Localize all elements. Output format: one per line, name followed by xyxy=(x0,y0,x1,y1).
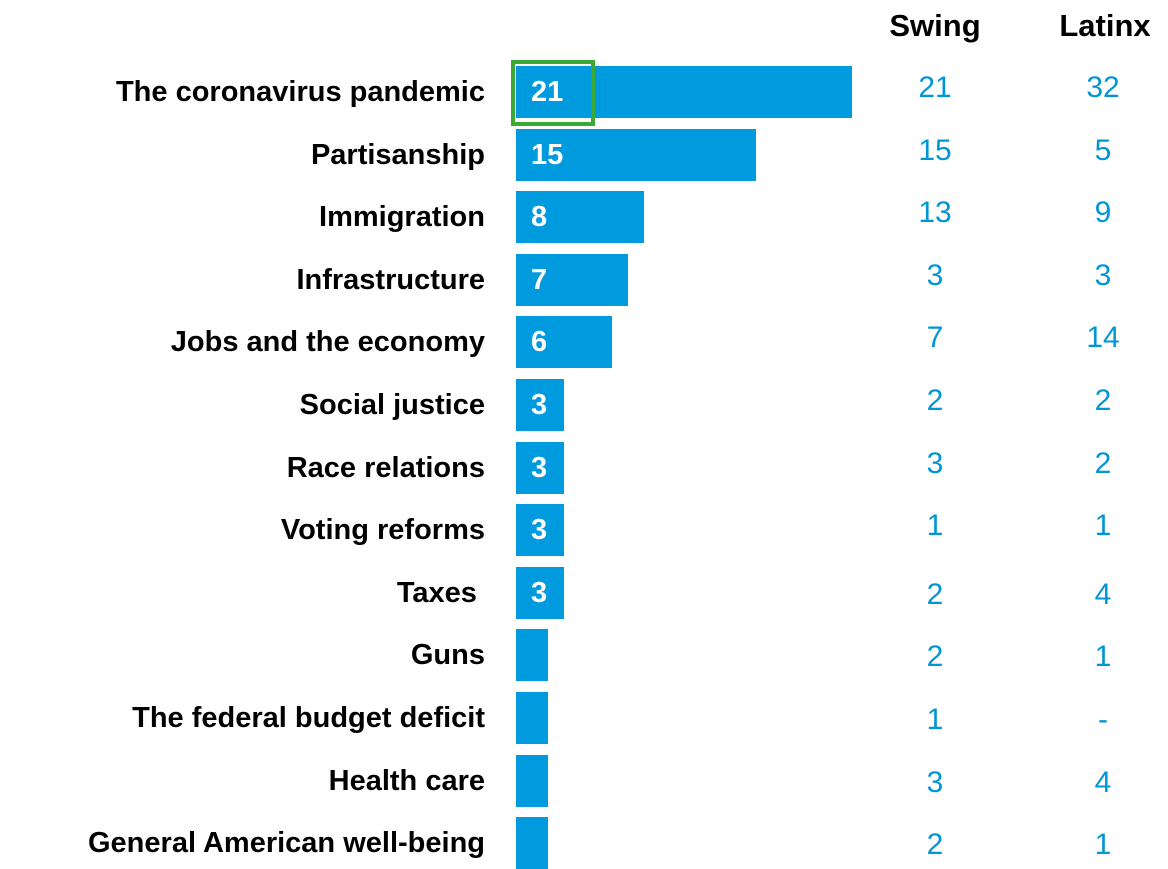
latinx-value: 1 xyxy=(1094,509,1112,543)
bar-value-label: 6 xyxy=(531,326,548,359)
bar xyxy=(516,191,644,244)
swing-value: 2 xyxy=(926,577,944,611)
swing-value: 3 xyxy=(926,258,944,292)
bar xyxy=(516,817,548,869)
swing-value: 1 xyxy=(926,703,944,736)
bar-value-label: 8 xyxy=(531,201,548,234)
category-label: Jobs and the economy xyxy=(170,326,485,359)
latinx-value: 1 xyxy=(1094,828,1112,862)
latinx-value: 4 xyxy=(1094,577,1112,611)
bar xyxy=(516,253,628,306)
category-label: Race relations xyxy=(286,451,485,484)
bar-value-label: 3 xyxy=(531,451,548,484)
swing-value: 13 xyxy=(918,196,952,230)
category-label: General American well-being xyxy=(88,827,485,860)
swing-value: 2 xyxy=(926,828,944,862)
bar-value-label: 7 xyxy=(531,263,548,296)
category-label: Social justice xyxy=(299,389,485,421)
swing-value: 2 xyxy=(926,640,944,674)
category-label: Infrastructure xyxy=(296,263,485,296)
bar xyxy=(516,692,548,744)
latinx-value: 9 xyxy=(1094,196,1112,230)
bar-value-label: 21 xyxy=(531,76,564,108)
bar xyxy=(516,566,564,619)
category-label: The federal budget deficit xyxy=(132,702,485,734)
swing-value: 21 xyxy=(918,71,952,104)
bar xyxy=(516,441,564,494)
bar xyxy=(516,504,564,557)
latinx-value: 5 xyxy=(1094,133,1112,167)
category-label: Health care xyxy=(328,764,485,797)
category-label: Partisanship xyxy=(310,138,485,171)
swing-value: 3 xyxy=(926,765,944,799)
highlight-box xyxy=(511,60,595,126)
bar-value-label: 15 xyxy=(531,138,564,171)
category-label: Guns xyxy=(410,639,485,672)
bar xyxy=(516,754,548,807)
category-label: Voting reforms xyxy=(280,514,485,547)
latinx-value: 1 xyxy=(1094,640,1112,674)
latinx-value: 2 xyxy=(1094,384,1112,417)
latinx-value: - xyxy=(1098,703,1108,736)
bar xyxy=(516,66,852,118)
bar xyxy=(516,629,548,682)
swing-value: 7 xyxy=(926,321,944,355)
swing-value: 2 xyxy=(926,384,944,417)
latinx-value: 3 xyxy=(1094,258,1112,292)
bar xyxy=(516,379,564,431)
latinx-value: 4 xyxy=(1094,765,1112,799)
category-label: The coronavirus pandemic xyxy=(115,76,485,108)
latinx-value: 2 xyxy=(1094,446,1112,480)
category-label: Immigration xyxy=(319,201,485,234)
bar xyxy=(516,128,756,181)
latinx-column-header: Latinx xyxy=(1059,8,1151,43)
swing-value: 3 xyxy=(926,446,944,480)
bar-value-label: 3 xyxy=(531,389,548,421)
latinx-value: 14 xyxy=(1086,321,1120,355)
category-label: Taxes xyxy=(396,576,485,609)
bar-value-label: 3 xyxy=(531,576,548,609)
bar xyxy=(516,316,612,369)
swing-column-header: Swing xyxy=(889,8,981,43)
swing-value: 15 xyxy=(918,133,952,167)
swing-value: 1 xyxy=(926,509,944,543)
latinx-value: 32 xyxy=(1086,71,1120,104)
bar-value-label: 3 xyxy=(531,514,548,547)
